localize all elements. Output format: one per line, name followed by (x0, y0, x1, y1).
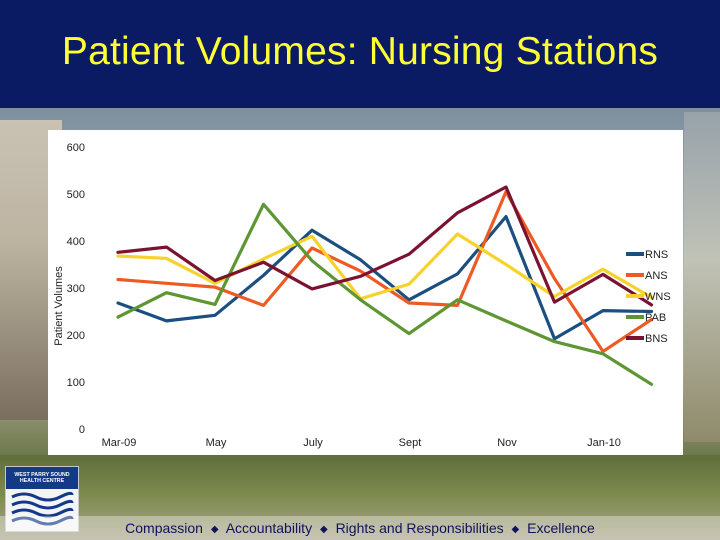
y-tick-label: 600 (67, 142, 85, 154)
x-tick-label: Mar-09 (102, 437, 137, 449)
y-tick-label: 300 (67, 283, 85, 295)
y-tick-label: 200 (67, 330, 85, 342)
separator-diamond-icon: ◆ (319, 524, 328, 535)
slide-title: Patient Volumes: Nursing Stations (61, 30, 659, 73)
y-tick-label: 500 (67, 189, 85, 201)
logo-waves-icon (11, 491, 74, 526)
logo-line-2: HEALTH CENTRE (19, 478, 65, 484)
title-band (0, 0, 720, 108)
x-tick-label: Jan-10 (587, 437, 621, 449)
value-rights: Rights and Responsibilities (335, 520, 504, 536)
value-compassion: Compassion (125, 520, 203, 536)
y-axis-title: Patient Volumes (53, 266, 65, 346)
series-line-rns (116, 214, 654, 341)
value-accountability: Accountability (225, 520, 313, 536)
line-chart: 0 100 200 300 400 500 600 Patient Volumes Mar-09… (53, 142, 671, 449)
logo-line-1: WEST PARRY SOUND (14, 472, 70, 478)
series-line-bns (116, 185, 654, 307)
x-tick-label: Nov (497, 437, 517, 449)
y-tick-label: 100 (67, 377, 85, 389)
separator-diamond-icon: ◆ (210, 524, 219, 535)
background-foliage (0, 455, 720, 540)
y-tick-label: 400 (67, 236, 85, 248)
series-line-pab (116, 202, 654, 386)
legend-label-rns: RNS (645, 249, 668, 261)
series-line-wns (116, 232, 654, 301)
logo-text: WEST PARRY SOUND HEALTH CENTRE (6, 467, 78, 489)
x-tick-label: Sept (399, 437, 422, 449)
chart-panel: 0 100 200 300 400 500 600 Patient Volumes Mar-09… (48, 130, 683, 455)
legend-label-bns: BNS (645, 333, 668, 345)
core-values-footer: Compassion ◆ Accountability ◆ Rights and… (0, 520, 720, 536)
x-tick-label: May (206, 437, 227, 449)
value-excellence: Excellence (527, 520, 595, 536)
x-tick-label: July (303, 437, 323, 449)
background-building-right (684, 112, 720, 442)
separator-diamond-icon: ◆ (511, 524, 520, 535)
y-tick-label: 0 (79, 424, 85, 436)
legend-label-pab: PAB (645, 312, 666, 324)
legend-label-wns: WNS (645, 291, 671, 303)
legend-label-ans: ANS (645, 270, 668, 282)
footer-band (0, 516, 720, 540)
hospital-logo: WEST PARRY SOUND HEALTH CENTRE (5, 466, 79, 532)
